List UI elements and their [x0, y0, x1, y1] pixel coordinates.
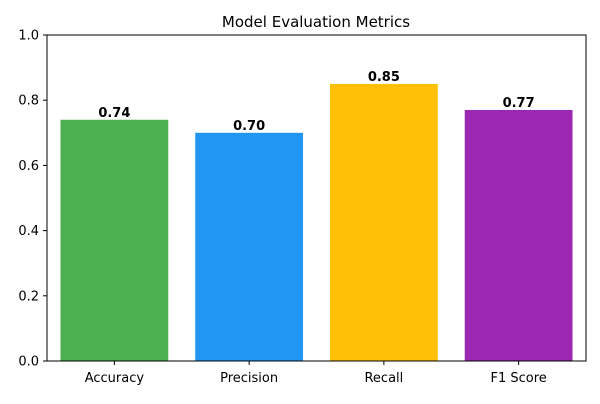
y-axis: 0.0 0.2 0.4 0.6 0.8 1.0	[18, 29, 47, 370]
value-label-accuracy: 0.74	[98, 106, 130, 121]
y-tick-label: 0.8	[18, 94, 39, 109]
y-tick-label: 0.2	[18, 289, 39, 304]
x-tick-label-precision: Precision	[220, 371, 278, 386]
y-tick-label: 0.4	[18, 224, 39, 239]
x-axis: Accuracy Precision Recall F1 Score	[85, 361, 547, 386]
bar-precision	[195, 132, 304, 361]
value-label-recall: 0.85	[368, 70, 400, 85]
x-tick-label-accuracy: Accuracy	[85, 371, 145, 386]
value-labels-layer: 0.74 0.70 0.85 0.77	[98, 70, 534, 134]
bars-layer	[60, 83, 573, 362]
value-label-f1-score: 0.77	[503, 96, 535, 111]
bar-f1-score	[464, 109, 573, 361]
bar-recall	[329, 83, 438, 362]
x-tick-label-recall: Recall	[364, 371, 403, 386]
y-tick-label: 1.0	[18, 29, 39, 44]
y-tick-label: 0.6	[18, 159, 39, 174]
bar-accuracy	[60, 119, 169, 361]
x-tick-label-f1-score: F1 Score	[490, 371, 546, 386]
chart-title: Model Evaluation Metrics	[222, 13, 410, 31]
value-label-precision: 0.70	[233, 119, 265, 134]
plot-frame	[46, 34, 587, 362]
y-tick-label: 0.0	[18, 355, 39, 370]
